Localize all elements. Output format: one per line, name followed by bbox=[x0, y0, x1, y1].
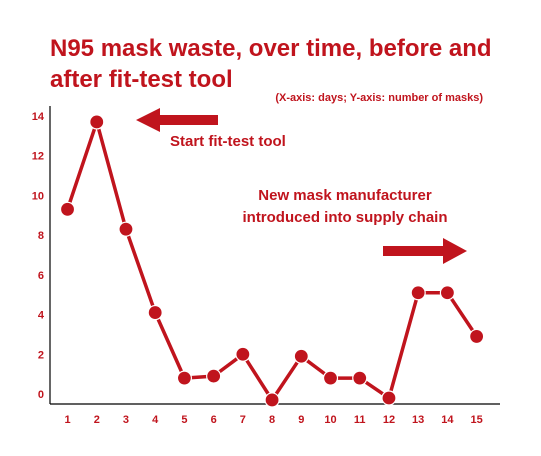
series-line bbox=[65, 120, 479, 402]
data-point bbox=[381, 390, 397, 406]
chart-title-line-1: N95 mask waste, over time, before and bbox=[50, 35, 492, 62]
x-tick-label: 7 bbox=[240, 414, 246, 426]
data-point bbox=[118, 221, 134, 237]
x-tick-label: 15 bbox=[470, 414, 482, 426]
annotation-new-manufacturer-line-1: New mask manufacturer bbox=[258, 187, 432, 204]
series-mask-waste bbox=[59, 114, 485, 408]
data-point bbox=[235, 346, 251, 362]
y-tick-label: 2 bbox=[38, 349, 44, 361]
x-tick-label: 10 bbox=[324, 414, 336, 426]
data-point bbox=[293, 348, 309, 364]
y-tick-label: 8 bbox=[38, 230, 44, 242]
annotation-fit-test-start: Start fit-test tool bbox=[170, 133, 286, 150]
x-tick-labels: 1 2 3 4 5 6 7 8 9 10 11 12 13 14 15 bbox=[64, 414, 482, 426]
x-tick-label: 13 bbox=[412, 414, 424, 426]
data-point bbox=[469, 328, 485, 345]
arrow-right-icon bbox=[383, 238, 467, 264]
y-tick-labels: 0 2 4 6 8 10 12 14 bbox=[32, 111, 45, 401]
data-point bbox=[352, 370, 368, 386]
arrow-left-icon bbox=[136, 108, 218, 132]
x-tick-label: 6 bbox=[211, 414, 217, 426]
x-tick-label: 8 bbox=[269, 414, 275, 426]
x-tick-label: 9 bbox=[298, 414, 304, 426]
y-tick-label: 6 bbox=[38, 270, 44, 282]
x-tick-label: 3 bbox=[123, 414, 129, 426]
data-point bbox=[59, 201, 76, 217]
data-point bbox=[147, 304, 163, 321]
x-tick-label: 11 bbox=[354, 414, 366, 426]
data-point bbox=[264, 392, 280, 408]
data-point bbox=[322, 370, 339, 386]
y-tick-label: 4 bbox=[38, 310, 45, 322]
y-tick-label: 0 bbox=[38, 389, 44, 401]
data-point bbox=[439, 285, 456, 301]
x-tick-label: 4 bbox=[152, 414, 159, 426]
data-point bbox=[89, 114, 105, 130]
x-tick-label: 1 bbox=[64, 414, 70, 426]
data-point bbox=[206, 368, 222, 384]
y-tick-label: 10 bbox=[32, 190, 44, 202]
chart-subtitle: (X-axis: days; Y-axis: number of masks) bbox=[275, 92, 483, 104]
y-tick-label: 12 bbox=[32, 151, 44, 163]
x-tick-label: 12 bbox=[383, 414, 395, 426]
chart-title-line-2: after fit-test tool bbox=[50, 66, 233, 93]
y-tick-label: 14 bbox=[32, 111, 45, 123]
data-point bbox=[176, 370, 193, 386]
annotation-new-manufacturer-line-2: introduced into supply chain bbox=[242, 209, 447, 226]
x-tick-label: 2 bbox=[94, 414, 100, 426]
x-tick-label: 14 bbox=[441, 414, 454, 426]
data-point bbox=[410, 285, 426, 301]
x-tick-label: 5 bbox=[181, 414, 187, 426]
